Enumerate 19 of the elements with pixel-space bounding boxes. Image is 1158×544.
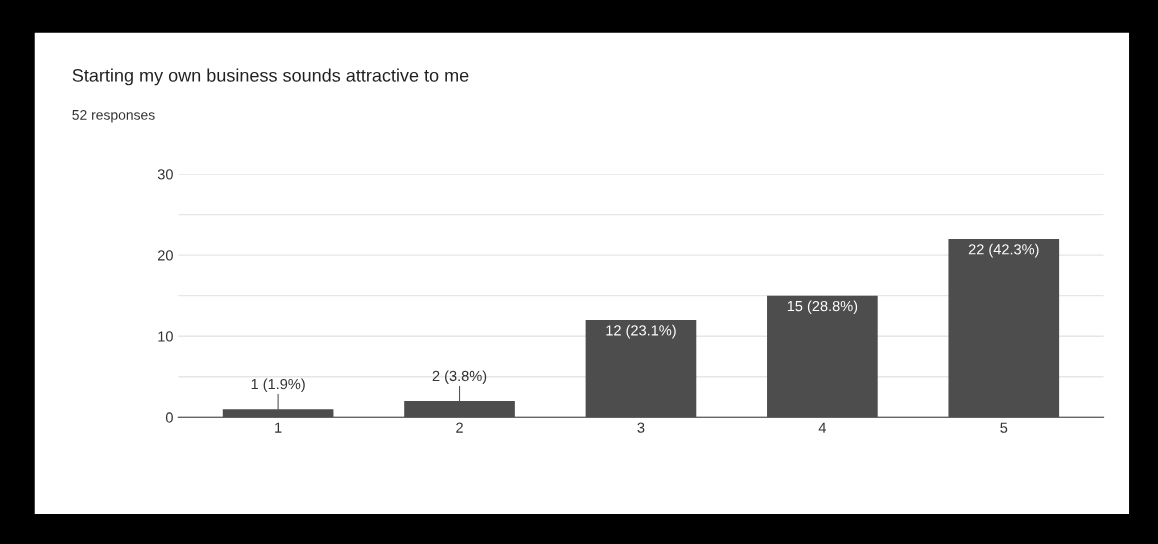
x-tick-label: 1: [275, 422, 282, 433]
data-label: 22 (42.3%): [968, 243, 1039, 258]
x-tick-label: 3: [637, 422, 645, 433]
chart-title: Starting my own business sounds attractive to me: [72, 68, 469, 86]
data-label: 2 (3.8%): [432, 370, 487, 385]
data-label: 12 (23.1%): [606, 324, 676, 339]
data-label: 1 (1.9%): [251, 378, 305, 393]
y-tick-label: 10: [158, 331, 173, 342]
bar: [948, 238, 1060, 418]
x-tick-label: 4: [818, 422, 826, 433]
y-tick-label: 0: [165, 412, 173, 423]
x-tick-label: 2: [456, 422, 463, 433]
y-tick-label: 30: [157, 169, 173, 180]
chart-subtitle: 52 responses: [72, 109, 155, 123]
bar: [585, 319, 697, 418]
x-tick-label: 5: [1000, 422, 1008, 433]
y-tick-label: 20: [157, 250, 173, 261]
data-label: 15 (28.8%): [787, 300, 858, 315]
bar: [767, 295, 878, 418]
